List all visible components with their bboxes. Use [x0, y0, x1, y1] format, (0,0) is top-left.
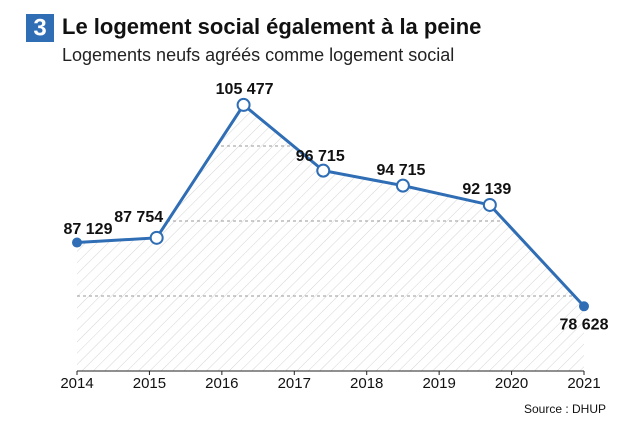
- point: [579, 301, 589, 312]
- data-label: 87 129: [64, 221, 113, 238]
- data-label: 92 139: [462, 181, 511, 198]
- data-label: 78 628: [560, 317, 609, 334]
- source: Source : DHUP: [524, 402, 606, 416]
- x-tick-label: 2018: [350, 375, 383, 392]
- point: [316, 163, 331, 178]
- point: [72, 237, 82, 248]
- x-tick-label: 2014: [60, 375, 93, 392]
- x-tick-label: 2016: [205, 375, 238, 392]
- x-tick-label: 2015: [133, 375, 166, 392]
- data-label: 94 715: [376, 162, 425, 179]
- x-tick-label: 2021: [567, 375, 600, 392]
- area: [77, 104, 584, 372]
- data-label: 96 715: [296, 148, 345, 165]
- chart-title: Le logement social également à la peine: [62, 14, 481, 39]
- x-tick-label: 2017: [278, 375, 311, 392]
- number-badge: [26, 14, 54, 42]
- badge-number: 3: [33, 14, 46, 41]
- data-label: 87 754: [114, 209, 163, 226]
- point: [395, 178, 410, 193]
- point: [149, 230, 164, 245]
- data-label: 105 477: [216, 81, 274, 98]
- chart-subtitle: Logements neufs agréés comme logement so…: [62, 45, 454, 65]
- x-tick-label: 2019: [422, 375, 455, 392]
- x-tick-label: 2020: [495, 375, 528, 392]
- point: [236, 97, 251, 112]
- point: [482, 197, 497, 212]
